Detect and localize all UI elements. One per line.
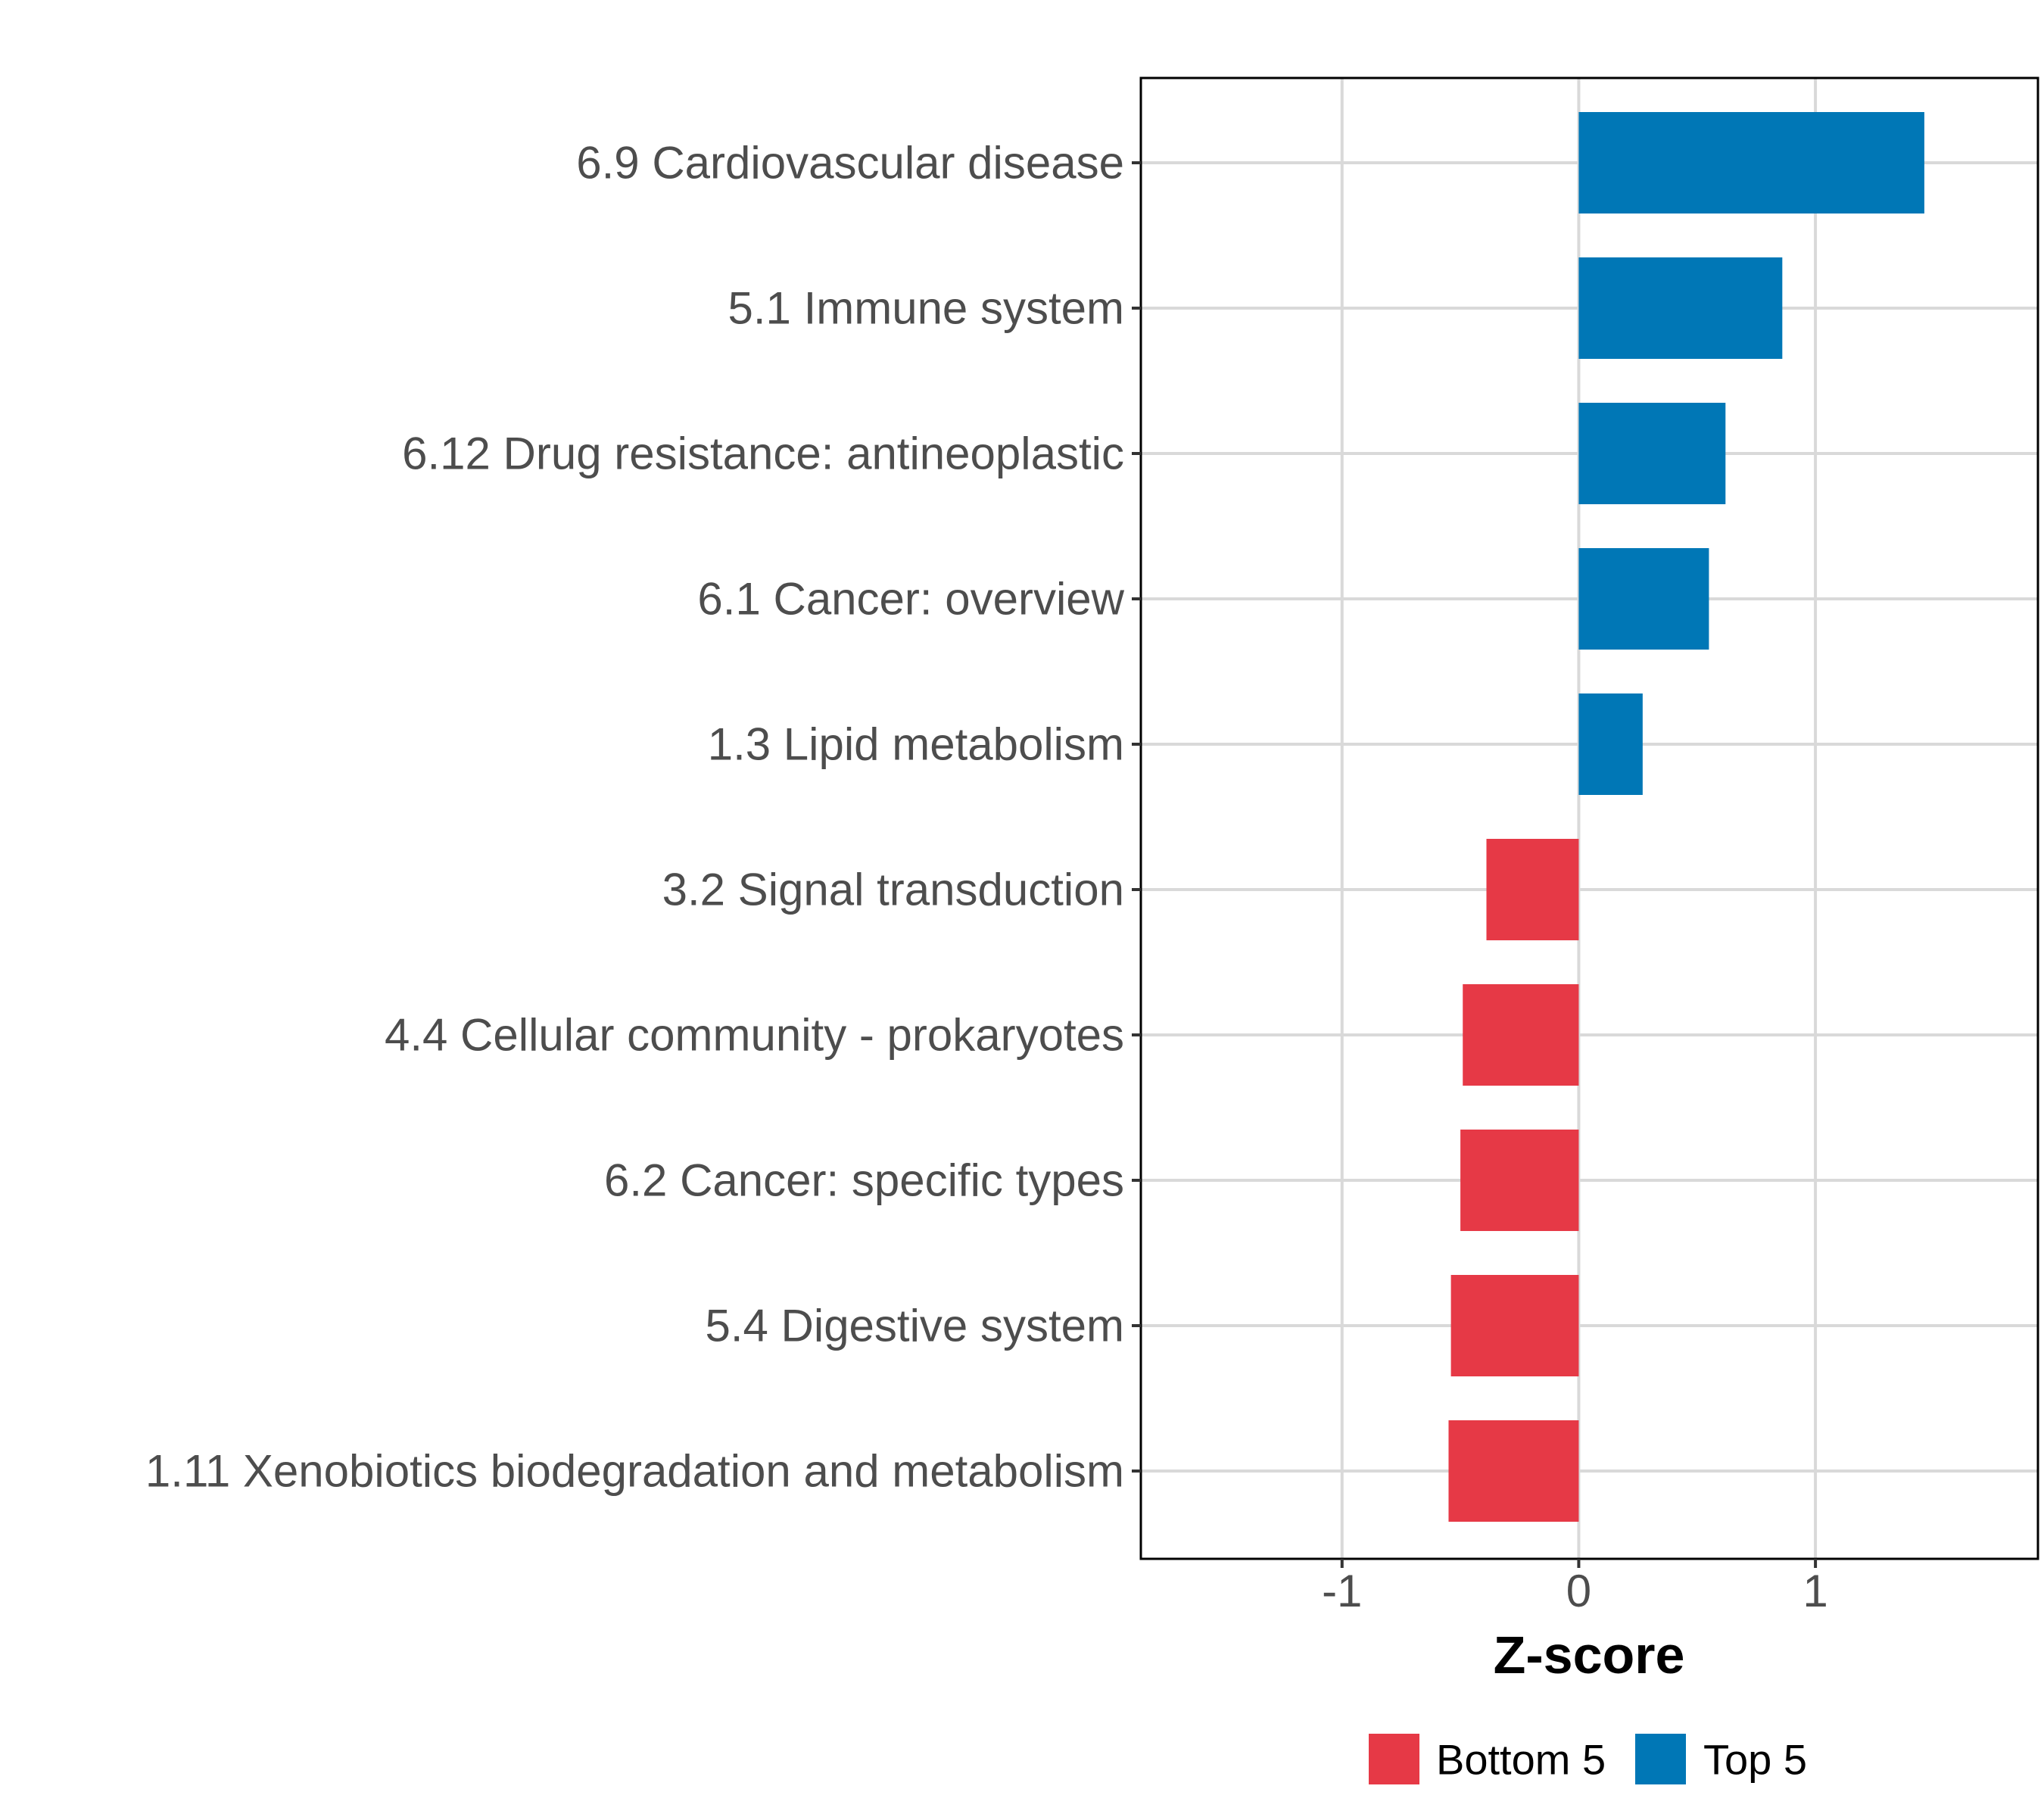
legend-label: Bottom 5: [1436, 1736, 1606, 1784]
bar-top: [1578, 112, 1924, 213]
legend-swatch-top-5: [1635, 1734, 1686, 1784]
x-tick-label: 0: [1566, 1566, 1591, 1616]
legend-label: Top 5: [1703, 1736, 1807, 1784]
category-label: 6.12 Drug resistance: antineoplastic: [402, 429, 1124, 479]
bar-top: [1578, 548, 1709, 650]
bar-bottom: [1450, 1275, 1579, 1376]
category-label: 5.4 Digestive system: [705, 1301, 1124, 1351]
x-axis: -1 0 1: [1322, 1559, 1828, 1616]
bar-bottom: [1463, 984, 1579, 1086]
bar-top: [1578, 257, 1783, 359]
x-tick-label: 1: [1803, 1566, 1827, 1616]
category-label: 5.1 Immune system: [728, 283, 1124, 334]
x-tick-label: -1: [1322, 1566, 1362, 1616]
category-label: 1.3 Lipid metabolism: [708, 719, 1124, 770]
y-axis: 6.9 Cardiovascular disease 5.1 Immune sys…: [145, 138, 1141, 1497]
legend: Bottom 5 Top 5: [1369, 1734, 1807, 1784]
category-label: 1.11 Xenobiotics biodegradation and meta…: [145, 1446, 1124, 1497]
bar-top: [1578, 403, 1726, 504]
category-label: 4.4 Cellular community - prokaryotes: [385, 1010, 1124, 1061]
category-label: 6.9 Cardiovascular disease: [576, 138, 1124, 189]
bar-top: [1578, 693, 1643, 795]
bar-bottom: [1448, 1420, 1579, 1522]
bars: [1448, 112, 1924, 1522]
panel-border: [1139, 76, 2039, 1560]
x-axis-title: Z-score: [1494, 1625, 1685, 1685]
category-label: 6.2 Cancer: specific types: [604, 1155, 1124, 1206]
bar-bottom: [1460, 1130, 1579, 1231]
category-label: 6.1 Cancer: overview: [697, 574, 1124, 625]
bar-bottom: [1486, 839, 1579, 940]
category-label: 3.2 Signal transduction: [662, 865, 1124, 915]
legend-swatch-bottom-5: [1369, 1734, 1419, 1784]
